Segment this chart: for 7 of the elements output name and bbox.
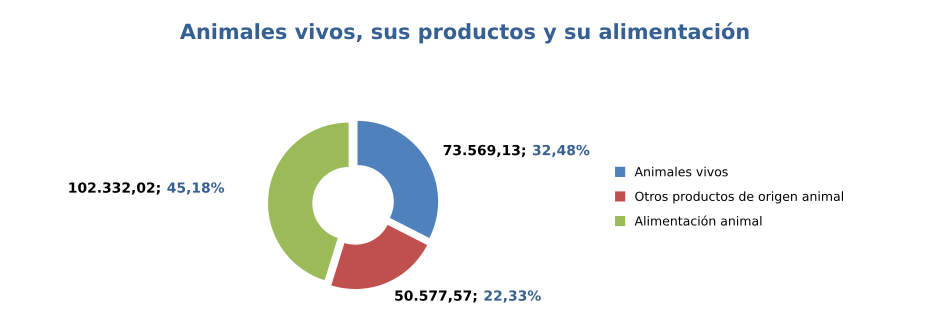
data-label: 50.577,57; 22,33% — [395, 290, 541, 303]
chart-title: Animales vivos, sus productos y su alimentación — [180, 22, 749, 44]
data-label: 102.332,02; 45,18% — [69, 182, 224, 195]
legend-label: Animales vivos — [634, 166, 728, 176]
legend-label: Alimentación animal — [634, 215, 762, 226]
legend-label: Otros productos de origen animal — [635, 191, 844, 204]
data-label: 73.569,13; 32,48% — [444, 144, 590, 158]
